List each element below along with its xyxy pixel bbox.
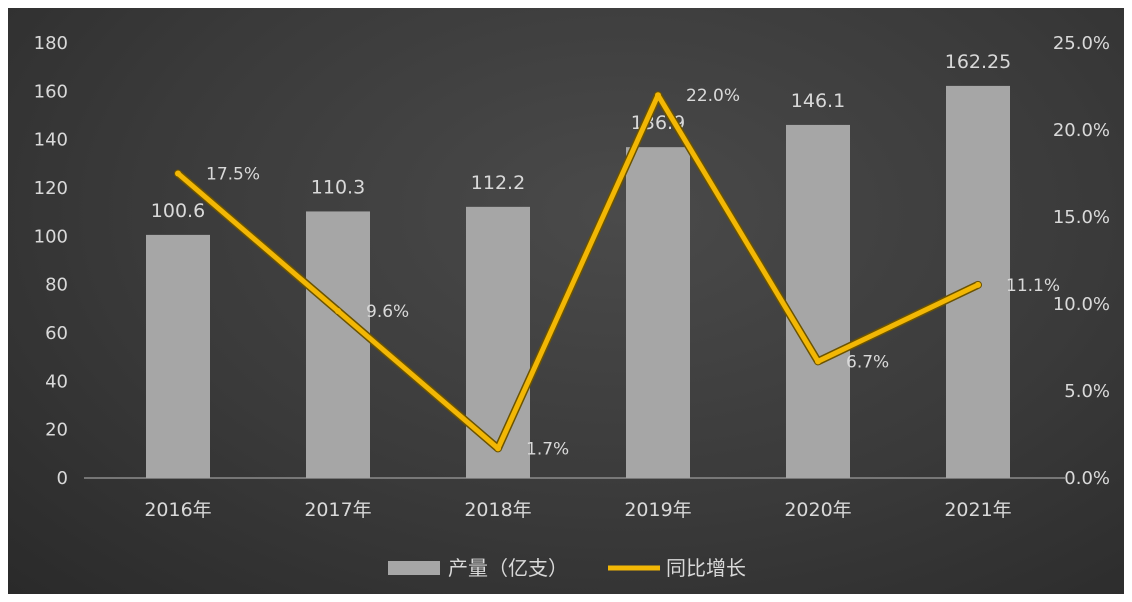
bar-value-label: 146.1: [791, 90, 845, 112]
line-value-label: 1.7%: [526, 439, 569, 459]
left-y-tick-label: 40: [45, 371, 68, 392]
x-tick-label: 2020年: [784, 499, 851, 521]
bar: [786, 124, 850, 479]
bar-value-label: 112.2: [471, 172, 525, 194]
x-tick-label: 2017年: [304, 499, 371, 521]
line-point: [975, 281, 981, 288]
right-y-tick-label: 15.0%: [1053, 207, 1110, 228]
legend: 产量（亿支） 同比增长: [388, 556, 746, 580]
right-y-tick-label: 5.0%: [1064, 381, 1110, 402]
x-tick-label: 2021年: [944, 499, 1011, 521]
legend-bar-swatch: [388, 561, 440, 575]
line-value-label: 22.0%: [686, 86, 740, 106]
bar: [466, 206, 530, 478]
line-value-label: 17.5%: [206, 165, 260, 185]
line-value-label: 6.7%: [846, 352, 889, 372]
left-y-tick-label: 180: [34, 33, 68, 54]
left-y-tick-label: 0: [57, 468, 68, 489]
left-y-tick-label: 100: [34, 226, 68, 247]
bar: [146, 234, 210, 478]
legend-bar-label: 产量（亿支）: [448, 556, 568, 580]
line-point: [335, 307, 341, 314]
left-y-tick-label: 60: [45, 323, 68, 344]
line-value-labels: 17.5% 9.6% 1.7% 22.0% 6.7% 11.1%: [206, 86, 1060, 459]
line-point: [655, 92, 661, 99]
bar: [306, 211, 370, 479]
line-value-label: 9.6%: [366, 302, 409, 322]
line-series: [174, 91, 982, 453]
left-y-tick-label: 120: [34, 178, 68, 199]
chart-svg: 0 20 40 60 80 100 120 140 160 180 0.0% 5.0% 10.0% 15…: [34, 33, 1110, 580]
line-value-label: 11.1%: [1006, 276, 1060, 296]
x-tick-label: 2018年: [464, 499, 531, 521]
line-point: [175, 170, 181, 177]
bar-value-label: 100.6: [151, 200, 205, 222]
line-point: [815, 358, 821, 365]
chart-container: 0 20 40 60 80 100 120 140 160 180 0.0% 5.0% 10.0% 15…: [8, 8, 1124, 594]
left-y-tick-label: 140: [34, 130, 68, 151]
x-tick-label: 2016年: [144, 499, 211, 521]
left-y-tick-label: 160: [34, 81, 68, 102]
line-path: [175, 92, 981, 451]
x-tick-label: 2019年: [624, 499, 691, 521]
right-y-tick-label: 25.0%: [1053, 33, 1110, 54]
right-y-tick-label: 20.0%: [1053, 120, 1110, 141]
right-y-tick-label: 0.0%: [1064, 468, 1110, 489]
bar-value-label: 110.3: [311, 176, 365, 198]
left-y-axis: 0 20 40 60 80 100 120 140 160 180: [34, 33, 68, 489]
right-y-axis: 0.0% 5.0% 10.0% 15.0% 20.0% 25.0%: [1053, 33, 1110, 489]
x-axis-tick-labels: 2016年 2017年 2018年 2019年 2020年 2021年: [144, 499, 1011, 521]
line-point: [495, 445, 501, 452]
left-y-tick-label: 20: [45, 420, 68, 441]
bar-value-label: 162.25: [945, 51, 1011, 73]
bar-series: [146, 85, 1010, 479]
left-y-tick-label: 80: [45, 275, 68, 296]
legend-line-label: 同比增长: [666, 556, 746, 580]
bar: [626, 147, 690, 479]
right-y-tick-label: 10.0%: [1053, 294, 1110, 315]
